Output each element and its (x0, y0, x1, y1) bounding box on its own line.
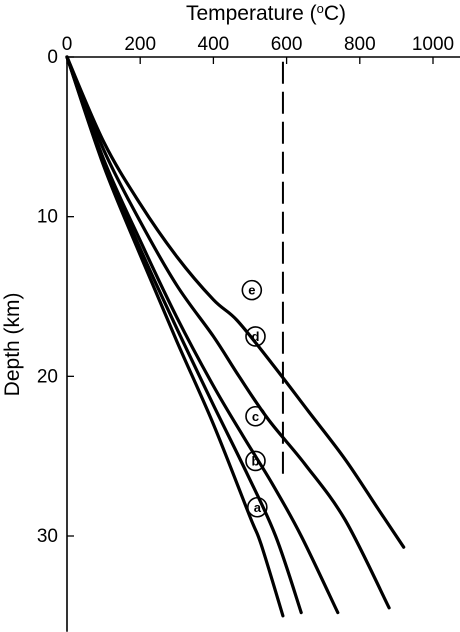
series-d: d (65, 55, 391, 610)
x-tick-label: 1000 (412, 34, 454, 55)
series-line-d (65, 55, 391, 610)
x-ticks: 0 200 400 600 800 1000 (62, 34, 454, 64)
x-tick-label: 600 (271, 34, 303, 55)
y-tick-label: 10 (37, 207, 58, 228)
x-tick-label: 800 (344, 34, 376, 55)
y-ticks: 0 10 20 30 (37, 47, 74, 547)
series-group: a b c d e (65, 55, 406, 618)
x-axis-title-suffix: C) (324, 2, 346, 25)
x-axis-title-degree: o (317, 1, 324, 16)
x-tick-label: 0 (62, 34, 73, 55)
series-label-a: a (254, 500, 262, 515)
series-label-c: c (252, 409, 259, 424)
y-tick-label: 30 (37, 526, 58, 547)
y-tick-label: 20 (37, 366, 58, 387)
y-axis-title: Depth (km) (1, 292, 24, 396)
series-c: c (65, 55, 340, 615)
series-label-b: b (252, 453, 260, 468)
series-label-e: e (248, 283, 255, 298)
x-tick-label: 400 (198, 34, 230, 55)
x-axis-title-prefix: Temperature ( (186, 2, 317, 25)
series-line-c (65, 55, 340, 615)
series-e: e (65, 55, 406, 549)
series-label-circle-d (245, 326, 266, 347)
y-tick-label: 0 (47, 47, 58, 68)
x-axis-title: Temperature (oC) (186, 1, 346, 26)
x-tick-label: 200 (124, 34, 156, 55)
series-line-e (65, 55, 406, 549)
series-label-circle-e (241, 279, 263, 301)
series-label-d: d (252, 329, 260, 344)
